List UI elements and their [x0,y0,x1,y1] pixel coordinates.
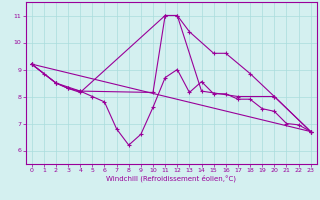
X-axis label: Windchill (Refroidissement éolien,°C): Windchill (Refroidissement éolien,°C) [106,175,236,182]
